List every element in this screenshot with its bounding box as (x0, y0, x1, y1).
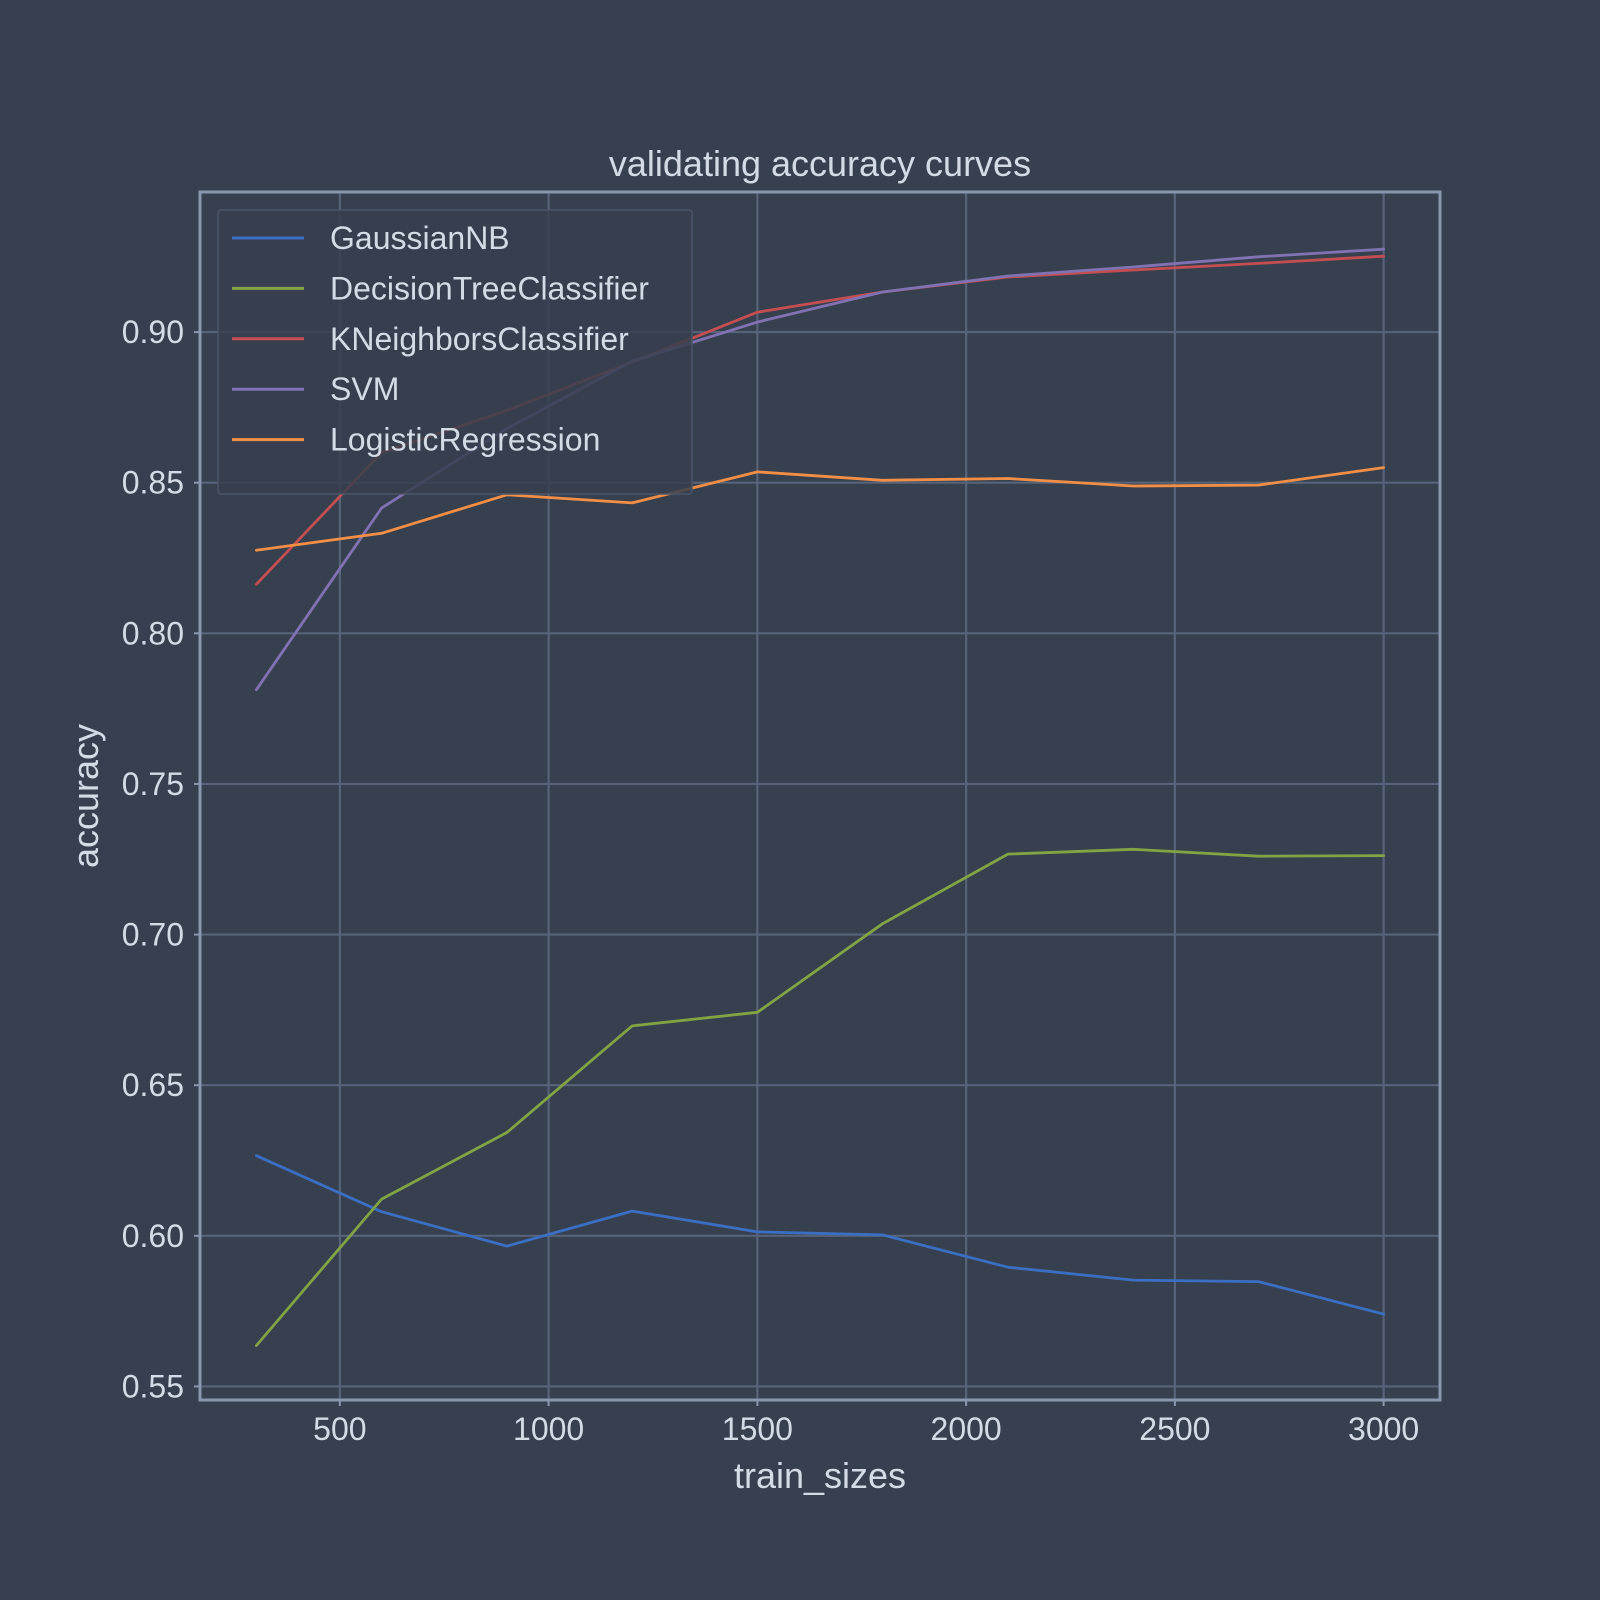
chart-title: validating accuracy curves (609, 143, 1031, 184)
x-tick-label: 3000 (1348, 1411, 1419, 1447)
grid (200, 192, 1440, 1400)
legend-label-kneighborsclassifier: KNeighborsClassifier (330, 321, 629, 357)
series-line-decisiontreeclassifier (254, 847, 1385, 1347)
x-tick-label: 1500 (722, 1411, 793, 1447)
x-tick-label: 2000 (931, 1411, 1002, 1447)
legend-box (217, 209, 693, 495)
x-tick-label: 1000 (513, 1411, 584, 1447)
axis-ticks: 500 1000 1500 2000 2500 3000 0.55 0.60 0.65 0.70 0… (122, 314, 1420, 1447)
legend-label-svm: SVM (330, 371, 399, 407)
legend-label-gaussiannb: GaussianNB (330, 220, 510, 256)
y-tick-label: 0.85 (122, 465, 184, 501)
y-tick-label: 0.90 (122, 314, 184, 350)
legend-label-logisticregression: LogisticRegression (330, 422, 600, 458)
x-tick-label: 500 (313, 1411, 366, 1447)
y-axis-label: accuracy (65, 724, 106, 868)
y-tick-label: 0.55 (122, 1368, 184, 1404)
y-tick-label: 0.75 (122, 766, 184, 802)
y-tick-label: 0.65 (122, 1067, 184, 1103)
series-line-gaussiannb (254, 1154, 1385, 1316)
legend: GaussianNB DecisionTreeClassifier KNeighbo… (217, 209, 693, 495)
y-tick-label: 0.70 (122, 917, 184, 953)
y-tick-label: 0.80 (122, 615, 184, 651)
y-tick-label: 0.60 (122, 1218, 184, 1254)
series-line-logisticregression (254, 466, 1385, 552)
legend-label-decisiontreeclassifier: DecisionTreeClassifier (330, 270, 649, 306)
plot-area-frame (198, 190, 1442, 1402)
x-tick-label: 2500 (1139, 1411, 1210, 1447)
x-axis-label: train_sizes (734, 1455, 906, 1496)
